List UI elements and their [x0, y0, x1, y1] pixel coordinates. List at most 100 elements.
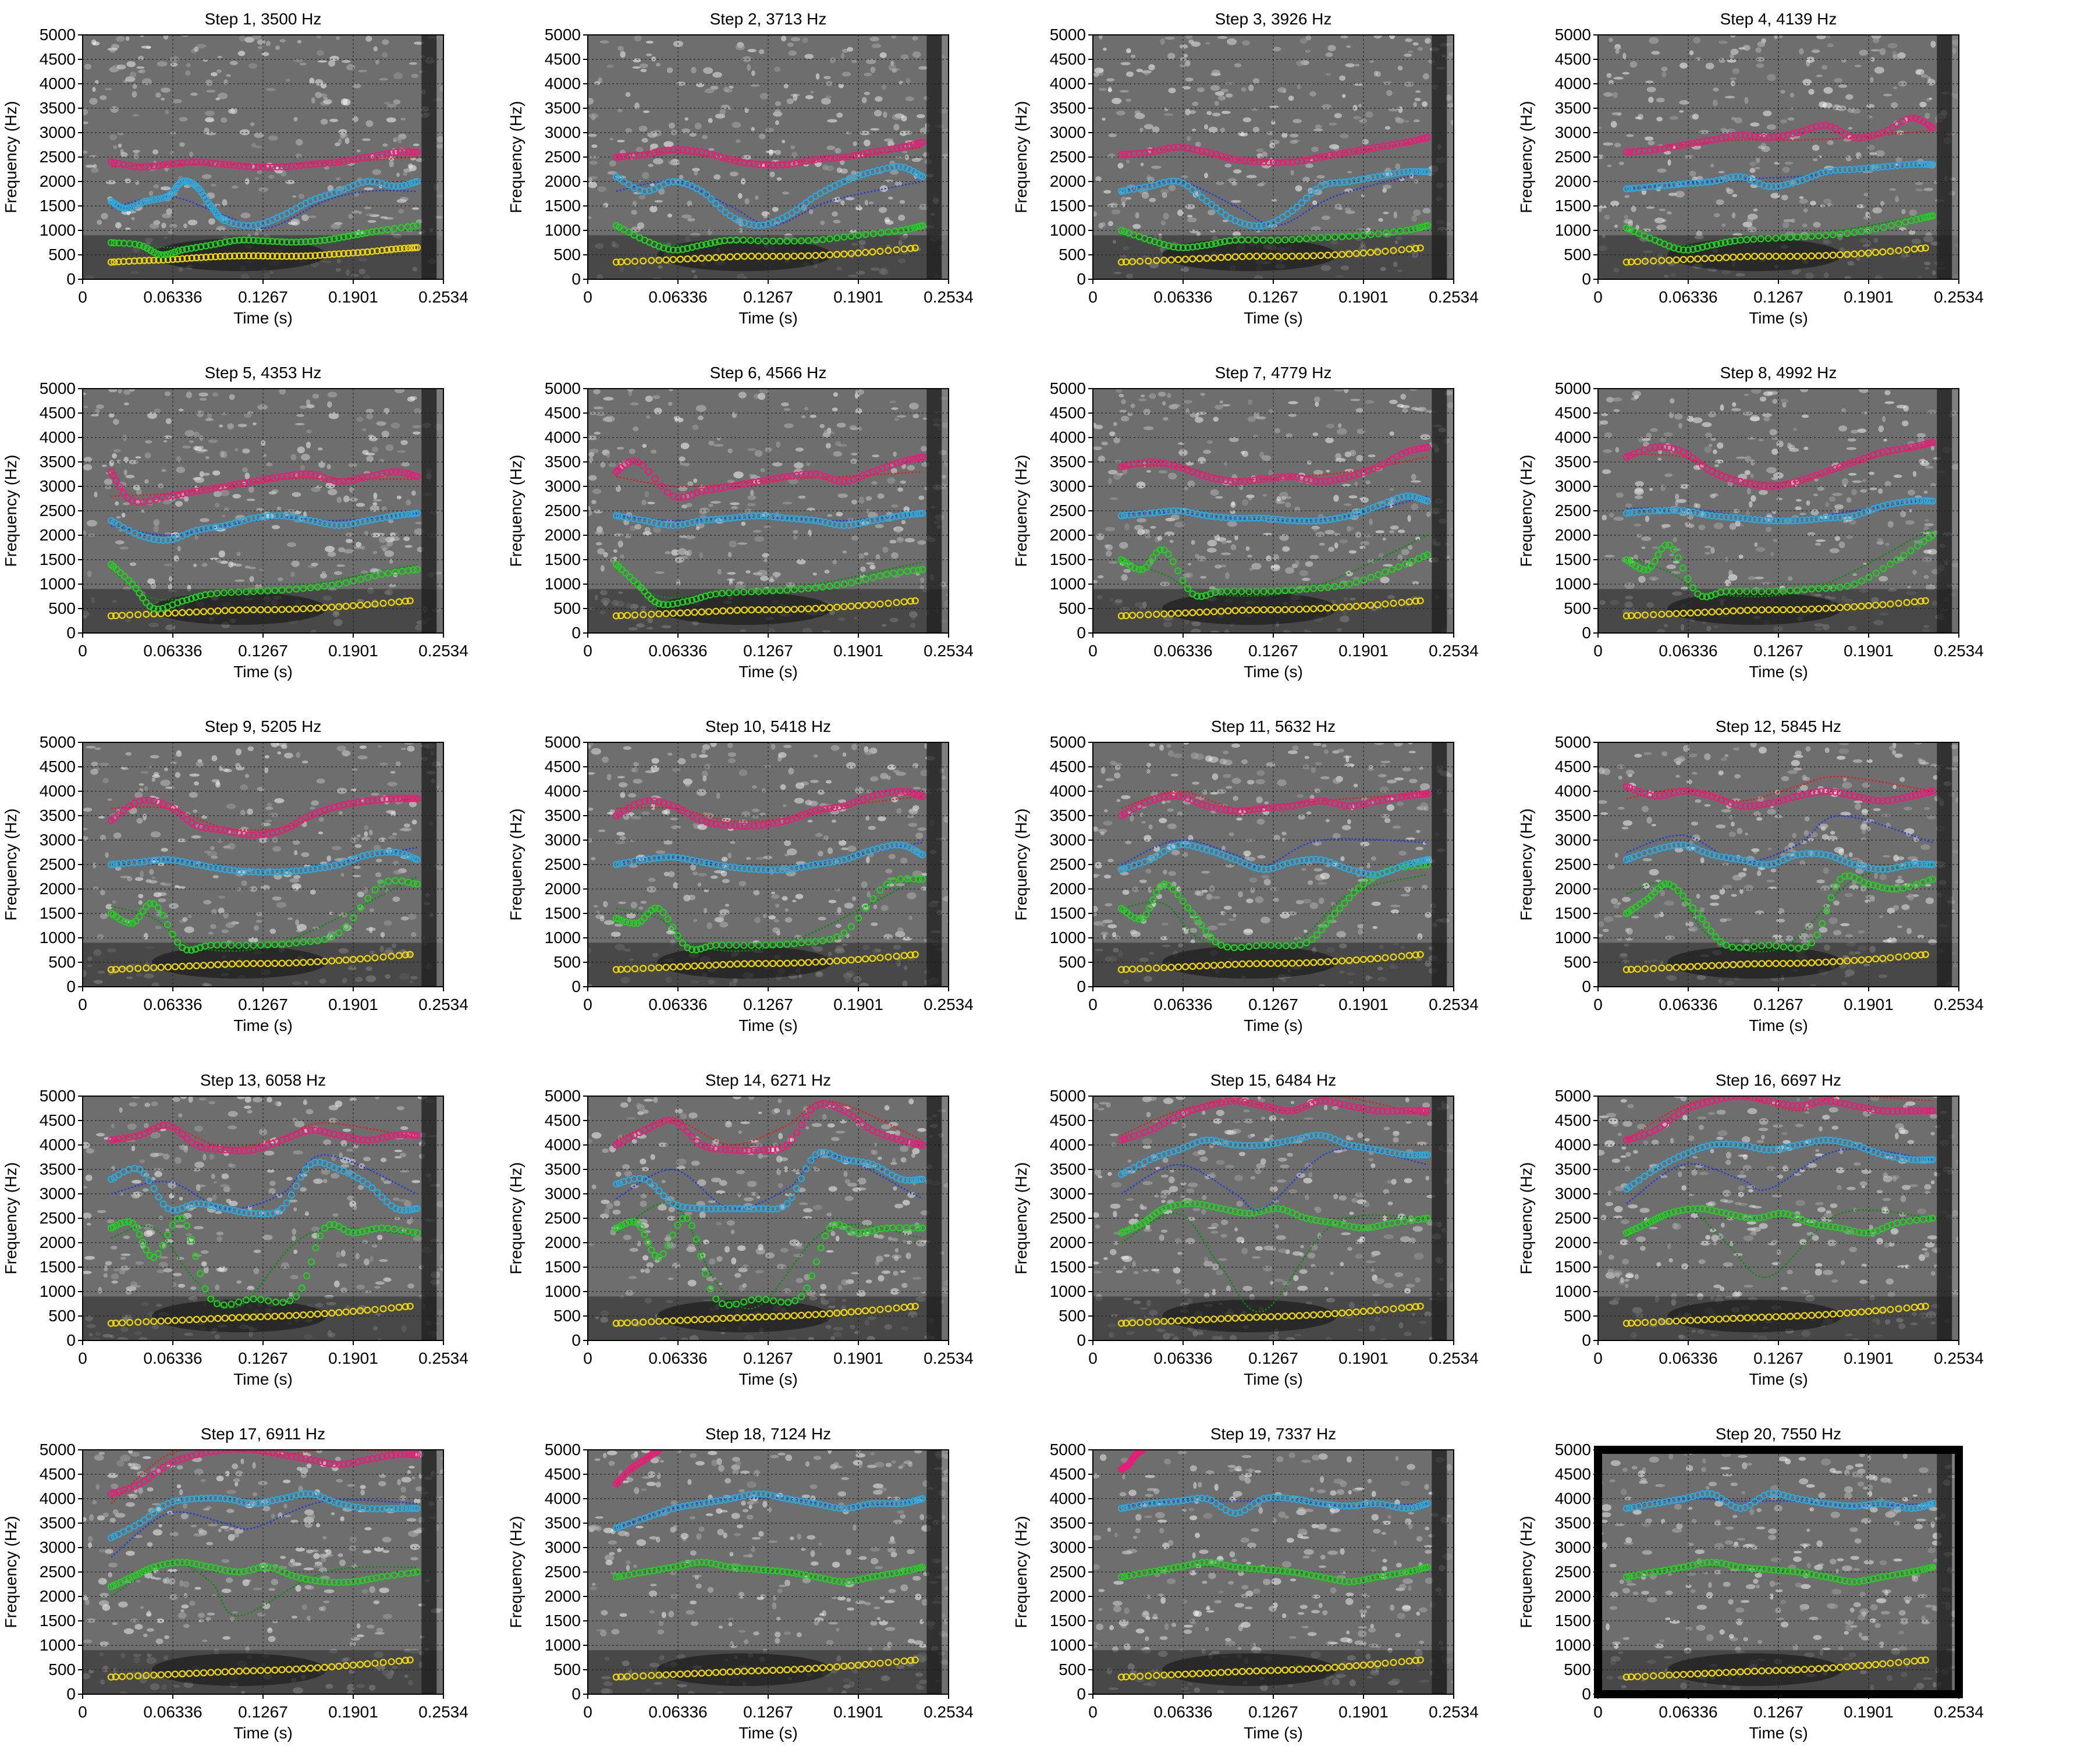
f1-point	[207, 607, 215, 615]
f4-point	[1713, 136, 1720, 143]
f3-point	[712, 861, 720, 869]
f1-point	[134, 965, 142, 972]
f1-point	[328, 1663, 336, 1670]
f4-point	[1884, 127, 1891, 134]
step-panel-10: 0 500 1000 1500 2000 2500 3000 3500 4000 4500 5000…	[505, 707, 1017, 1057]
f3-point	[702, 1499, 710, 1507]
f4-point	[803, 157, 810, 165]
f4-point	[1308, 155, 1315, 163]
f3-point	[1364, 175, 1372, 182]
f3-point	[283, 1199, 290, 1207]
f3-point	[1717, 853, 1725, 860]
f4-point	[840, 802, 848, 810]
f1-point	[631, 965, 639, 973]
f2-point	[1312, 1572, 1320, 1580]
f4-point	[1179, 793, 1187, 801]
f4-point	[1646, 147, 1654, 154]
f3-point	[392, 183, 400, 190]
f1-point	[1224, 961, 1232, 969]
f4-point	[1369, 1107, 1377, 1114]
f3-point	[840, 856, 848, 863]
f4-point	[321, 159, 329, 167]
f2-point	[364, 894, 372, 902]
f2-point	[1815, 585, 1823, 592]
f2-point	[1212, 240, 1220, 247]
f4-point	[1670, 789, 1678, 796]
f4-point	[1929, 1107, 1937, 1115]
f4-point	[736, 481, 744, 489]
f1-point	[1801, 1312, 1808, 1320]
f4-point	[1694, 1101, 1702, 1109]
f1-point	[271, 1666, 279, 1674]
f3-point	[1298, 517, 1305, 525]
f2-point	[325, 236, 333, 243]
f2-point	[1388, 566, 1396, 573]
f4-point	[1694, 458, 1702, 465]
f3-point	[1184, 1496, 1192, 1503]
f3-point	[679, 179, 687, 187]
f4-point	[115, 811, 122, 819]
f1-point	[655, 610, 663, 618]
f1-point	[900, 952, 908, 959]
f1-point	[1374, 1306, 1382, 1314]
f4-point	[250, 831, 257, 839]
f2-point	[812, 1573, 819, 1581]
f1-point	[684, 1316, 691, 1324]
x-axis-label: Time (s)	[233, 309, 293, 327]
f2-point	[1295, 586, 1303, 593]
f4-point	[226, 1450, 233, 1453]
y-tick-label: 500	[48, 1660, 76, 1678]
f2-point	[385, 877, 392, 885]
f2-point	[840, 1578, 848, 1585]
f1-point	[1627, 966, 1635, 973]
f3-point	[115, 1171, 122, 1179]
f1-point	[861, 955, 869, 963]
formant-tracks	[107, 148, 421, 266]
f1-point	[1887, 954, 1894, 962]
f3-point	[688, 1501, 696, 1509]
f4-point	[302, 1127, 310, 1135]
f2-point	[674, 599, 681, 607]
f1-point	[907, 598, 914, 605]
f4-point	[150, 797, 158, 805]
f2-point	[769, 1567, 777, 1574]
f1-point	[1122, 612, 1130, 620]
f2-point	[413, 566, 421, 573]
f1-point	[876, 1659, 884, 1667]
f4-point	[1236, 1097, 1244, 1105]
step-panel-18: 0 500 1000 1500 2000 2500 3000 3500 4000 4500 5000…	[505, 1415, 1017, 1764]
f3-point	[1125, 186, 1132, 194]
f1-point	[797, 252, 805, 260]
f3-point	[1651, 507, 1659, 515]
y-tick-label: 500	[553, 1307, 581, 1325]
formant-tracks	[1117, 1096, 1432, 1327]
f2-point	[1117, 226, 1125, 234]
f1-point	[819, 1310, 826, 1318]
f2-point	[1822, 1222, 1830, 1230]
f4-point	[340, 801, 347, 809]
f4-point	[1813, 1098, 1820, 1106]
f2-point	[1174, 1563, 1182, 1571]
f3-point	[373, 849, 381, 857]
f4-point	[1770, 1098, 1777, 1106]
f3-point	[906, 844, 913, 851]
f1-point	[1887, 247, 1894, 255]
f3-point	[1350, 177, 1358, 184]
f2-point	[1661, 1211, 1669, 1218]
f4-point	[226, 161, 233, 169]
f2-point	[1822, 585, 1830, 592]
f3-point	[660, 1507, 667, 1515]
f1-point	[640, 1318, 647, 1326]
f2-point	[1149, 896, 1157, 904]
f4-point	[1317, 478, 1325, 485]
f1-point	[212, 253, 219, 261]
f1-point	[228, 1314, 236, 1322]
f1-point	[612, 1673, 620, 1681]
f2-point	[915, 566, 922, 574]
f2-point	[726, 1563, 734, 1571]
y-tick-label: 3000	[1050, 1185, 1086, 1203]
f4-point	[1317, 1097, 1325, 1105]
f1-point	[762, 1313, 769, 1321]
y-tick-label: 2000	[1555, 172, 1591, 190]
f1-point	[356, 1307, 364, 1315]
